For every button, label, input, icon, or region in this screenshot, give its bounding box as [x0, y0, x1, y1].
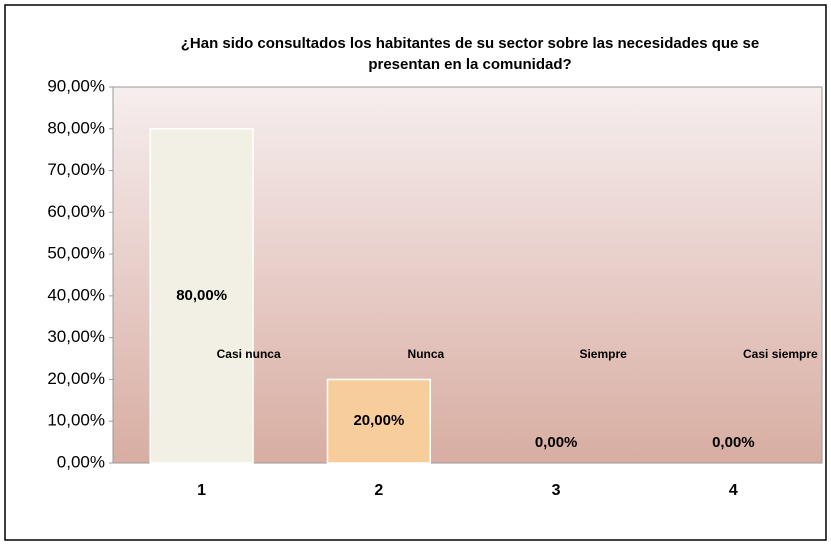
point-label: Nunca [408, 347, 445, 361]
bar [326, 378, 432, 464]
value-label: 80,00% [176, 287, 227, 304]
y-tick-label: 70,00% [47, 160, 105, 179]
x-tick-label: 4 [729, 482, 738, 499]
value-label: 0,00% [535, 434, 578, 451]
x-tick-label: 3 [552, 482, 561, 499]
x-tick-label: 1 [197, 482, 206, 499]
y-tick-label: 20,00% [47, 369, 105, 388]
x-tick-label: 2 [374, 482, 383, 499]
bar [149, 128, 254, 464]
y-tick-label: 40,00% [47, 285, 105, 304]
point-label: Casi nunca [217, 347, 281, 361]
chart-title: ¿Han sido consultados los habitantes de … [180, 35, 760, 73]
y-tick-label: 0,00% [57, 452, 105, 471]
point-label: Siempre [579, 347, 627, 361]
value-label: 20,00% [353, 412, 404, 429]
y-tick-label: 60,00% [47, 202, 105, 221]
value-label: 0,00% [712, 434, 755, 451]
y-tick-label: 90,00% [47, 76, 105, 95]
y-tick-label: 50,00% [47, 244, 105, 263]
y-tick-label: 80,00% [47, 118, 105, 137]
point-label: Casi siempre [743, 347, 818, 361]
y-tick-label: 30,00% [47, 327, 105, 346]
y-tick-label: 10,00% [47, 411, 105, 430]
